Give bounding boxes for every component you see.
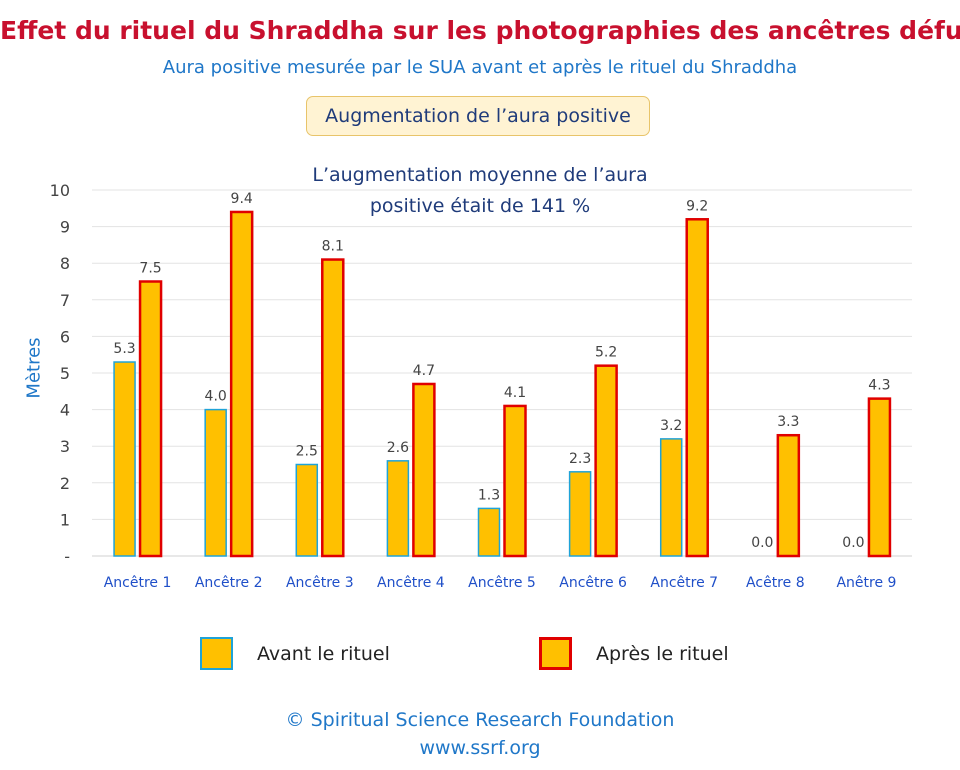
data-label-avant-4: 2.6 (387, 440, 409, 456)
bar-apres-3 (321, 258, 345, 558)
data-label-apres-6: 5.2 (595, 345, 617, 361)
bar-apres-5 (503, 404, 527, 558)
y-tick-label: 8 (60, 254, 70, 273)
legend-label-apres: Après le rituel (596, 642, 729, 665)
data-label-avant-9: 0.0 (842, 535, 864, 551)
bar-apres-8 (776, 433, 801, 558)
y-tick-label: 7 (60, 291, 70, 310)
bar-avant-7 (659, 438, 683, 557)
x-tick-label: Ancêtre 7 (650, 575, 718, 591)
average-increase-annotation: L’augmentation moyenne de l’aura positiv… (255, 160, 705, 222)
x-tick-label: Ancêtre 2 (195, 575, 263, 591)
legend-swatch-apres (539, 637, 572, 670)
y-axis-label: Mètres (23, 337, 45, 399)
x-tick-label: Ancêtre 1 (104, 575, 172, 591)
y-tick-label: - (64, 547, 70, 566)
legend-item-avant: Avant le rituel (200, 637, 390, 670)
bar-avant-2 (204, 408, 227, 557)
data-label-avant-3: 2.5 (296, 444, 318, 460)
x-tick-label: Acêtre 8 (746, 575, 805, 591)
bar-avant-3 (295, 463, 319, 557)
data-labels: 5.3 7.5 4.0 9.4 2.5 8.1 2.6 4.7 1.3 4.1 2.3 5.2 3.2 9… (113, 191, 890, 551)
bar-apres-6 (594, 364, 618, 558)
y-tick-label: 6 (60, 327, 70, 346)
legend-item-apres: Après le rituel (539, 637, 729, 670)
bar-apres-4 (412, 382, 436, 558)
x-tick-label: Anêtre 9 (836, 575, 896, 591)
chart-title: Effet du rituel du Shraddha sur les phot… (0, 16, 960, 45)
x-tick-label: Ancêtre 5 (468, 575, 536, 591)
bar-avant-4 (386, 460, 410, 557)
highlight-badge: Augmentation de l’aura positive (306, 96, 650, 136)
annotation-line-1: L’augmentation moyenne de l’aura (312, 164, 648, 186)
data-label-avant-6: 2.3 (569, 451, 591, 467)
data-label-avant-1: 5.3 (113, 341, 135, 357)
data-label-apres-5: 4.1 (504, 385, 526, 401)
y-tick-label: 10 (50, 181, 70, 200)
y-tick-label: 4 (60, 401, 70, 420)
data-label-apres-9: 4.3 (868, 378, 890, 394)
y-tick-label: 2 (60, 474, 70, 493)
bar-avant-1 (113, 361, 136, 557)
y-axis-ticks: - 1 2 3 4 5 6 7 8 9 10 (50, 181, 70, 566)
data-label-apres-4: 4.7 (413, 363, 435, 379)
bar-avant-5 (477, 507, 501, 557)
website-text: www.ssrf.org (419, 737, 541, 759)
data-label-apres-2: 9.4 (231, 191, 253, 207)
legend-swatch-avant (200, 637, 233, 670)
bars (113, 210, 892, 558)
legend-label-avant: Avant le rituel (257, 642, 390, 665)
data-label-apres-7: 9.2 (686, 198, 708, 214)
data-label-avant-7: 3.2 (660, 418, 682, 434)
bar-apres-7 (685, 218, 709, 558)
copyright-text: © Spiritual Science Research Foundation (285, 709, 675, 731)
data-label-apres-8: 3.3 (777, 414, 799, 430)
bar-avant-6 (568, 471, 592, 557)
chart-subtitle: Aura positive mesurée par le SUA avant e… (162, 57, 798, 78)
data-label-apres-1: 7.5 (139, 261, 161, 277)
y-tick-label: 3 (60, 437, 70, 456)
data-label-avant-5: 1.3 (478, 487, 500, 503)
y-tick-label: 5 (60, 364, 70, 383)
bar-apres-9 (867, 397, 892, 558)
y-tick-label: 9 (60, 218, 70, 237)
grid-lines (92, 189, 912, 557)
data-label-avant-8: 0.0 (751, 535, 773, 551)
data-label-apres-3: 8.1 (322, 239, 344, 255)
x-tick-label: Ancêtre 4 (377, 575, 445, 591)
bar-apres-1 (138, 280, 163, 558)
x-tick-label: Ancêtre 3 (286, 575, 354, 591)
x-axis-labels: Ancêtre 1 Ancêtre 2 Ancêtre 3 Ancêtre 4 Ancê… (104, 575, 897, 591)
annotation-line-2: positive était de 141 % (369, 195, 591, 217)
bar-apres-2 (229, 210, 254, 558)
x-tick-label: Ancêtre 6 (559, 575, 627, 591)
y-tick-label: 1 (60, 510, 70, 529)
data-label-avant-2: 4.0 (205, 389, 227, 405)
